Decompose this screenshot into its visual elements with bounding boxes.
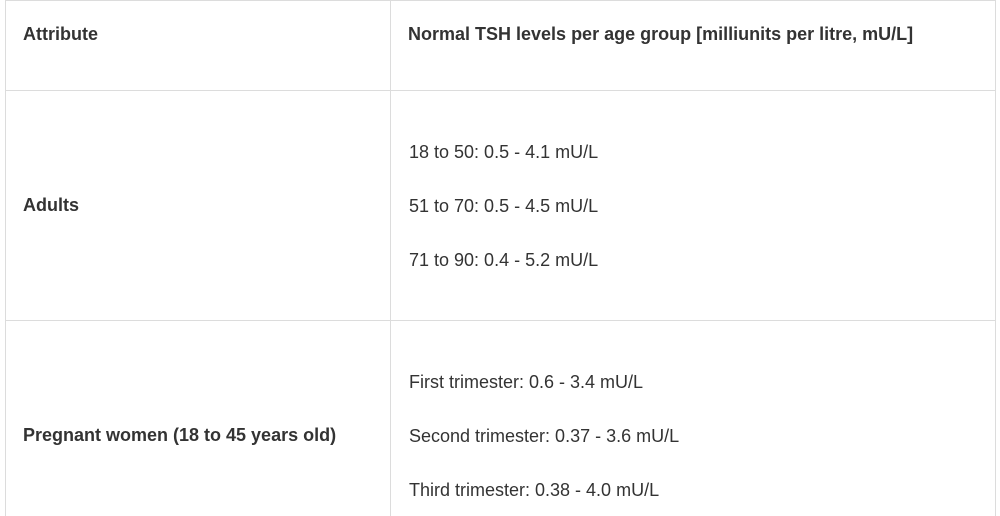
value-line-adults-71-90: 71 to 90: 0.4 - 5.2 mU/L bbox=[409, 249, 599, 270]
attribute-cell-adults: Adults bbox=[5, 90, 391, 321]
value-line-adults-18-50: 18 to 50: 0.5 - 4.1 mU/L bbox=[409, 141, 599, 162]
value-line-adults-51-70: 51 to 70: 0.5 - 4.5 mU/L bbox=[409, 195, 599, 216]
value-line-first-trimester: First trimester: 0.6 - 3.4 mU/L bbox=[409, 371, 644, 392]
values-stack: First trimester: 0.6 - 3.4 mU/L Second t… bbox=[409, 373, 979, 499]
tsh-levels-table: Attribute Normal TSH levels per age grou… bbox=[5, 0, 996, 516]
values-cell-pregnant-women: First trimester: 0.6 - 3.4 mU/L Second t… bbox=[390, 320, 996, 516]
value-line-second-trimester: Second trimester: 0.37 - 3.6 mU/L bbox=[409, 425, 680, 446]
table-row-pregnant-women: Pregnant women (18 to 45 years old) Firs… bbox=[5, 320, 996, 516]
value-line-third-trimester: Third trimester: 0.38 - 4.0 mU/L bbox=[409, 479, 660, 500]
table-header-row: Attribute Normal TSH levels per age grou… bbox=[5, 0, 996, 91]
column-header-attribute: Attribute bbox=[5, 0, 391, 91]
attribute-cell-pregnant-women: Pregnant women (18 to 45 years old) bbox=[5, 320, 391, 516]
table-row-adults: Adults 18 to 50: 0.5 - 4.1 mU/L 51 to 70… bbox=[5, 90, 996, 321]
values-cell-adults: 18 to 50: 0.5 - 4.1 mU/L 51 to 70: 0.5 -… bbox=[390, 90, 996, 321]
values-stack: 18 to 50: 0.5 - 4.1 mU/L 51 to 70: 0.5 -… bbox=[409, 143, 979, 269]
column-header-tsh-levels: Normal TSH levels per age group [milliun… bbox=[390, 0, 996, 91]
